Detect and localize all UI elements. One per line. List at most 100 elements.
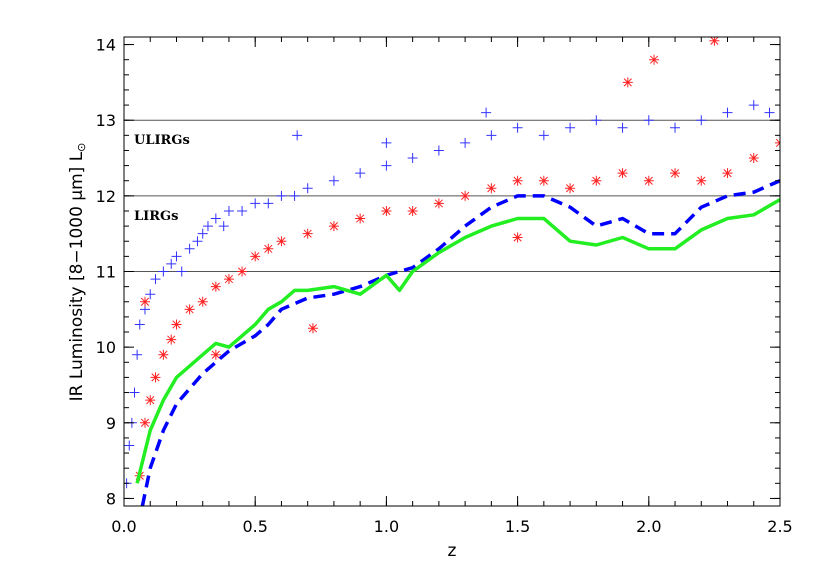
band-label: LIRGs [134,209,178,224]
asterisk-point [748,153,759,164]
x-axis-title: z [448,541,457,561]
asterisk-point [139,296,150,307]
asterisk-point [696,175,707,186]
y-tick-label: 11 [96,263,116,282]
x-tick-label: 1.5 [505,517,530,536]
plus-point [355,168,366,179]
reference-lines [124,119,780,272]
plus-point [218,221,229,232]
y-tick-label: 9 [106,414,116,433]
y-tick-label: 14 [96,36,116,55]
y-tick-label: 13 [96,111,116,130]
asterisk-point [565,183,576,194]
asterisk-point [591,175,602,186]
asterisk-point [670,168,681,179]
plus-point [197,228,208,239]
plus-point [276,190,287,201]
asterisk-point [381,205,392,216]
plus-point [184,243,195,254]
dashed-limit-line [140,179,780,506]
plus-point [132,349,143,360]
asterisk-point [210,281,221,292]
y-tick-label: 10 [96,338,116,357]
plus-point [481,107,492,118]
asterisk-point [197,296,208,307]
plus-point [696,115,707,126]
plus-point [617,122,628,133]
asterisk-point [433,198,444,209]
plus-marker-series [124,100,775,489]
plus-point [748,100,759,111]
data-series [124,37,780,506]
asterisk-point [649,54,660,65]
plus-point [250,198,261,209]
plus-point [538,130,549,141]
band-label: ULIRGs [134,133,190,148]
plus-point [176,266,187,277]
x-tick-label: 2.5 [767,517,792,536]
plus-point [145,289,156,300]
plus-point [129,387,140,398]
y-tick-label: 12 [96,187,116,206]
asterisk-point [622,77,633,88]
asterisk-point [166,334,177,345]
plus-point [210,213,221,224]
asterisk-point [184,304,195,315]
plus-point [591,115,602,126]
solid-limit-line [135,198,780,484]
asterisk-point [307,323,318,334]
asterisk-point [250,251,261,262]
y-axis-title-group: IR Luminosity [8−1000 μm] L⊙ [67,143,88,402]
plus-point [171,251,182,262]
asterisk-point [328,221,339,232]
asterisk-point [139,417,150,428]
x-tick-label: 1.0 [374,517,399,536]
y-axis-title-unit-symbol: ⊙ [75,143,88,152]
plus-point [166,258,177,269]
plus-point [460,137,471,148]
asterisk-point [210,349,221,360]
plus-point [328,175,339,186]
plus-point [381,160,392,171]
asterisk-point [460,190,471,201]
plus-point [722,107,733,118]
asterisk-point [538,175,549,186]
asterisk-point [171,319,182,330]
x-axis: 0.0 0.5 1.0 1.5 2.0 2.5 [111,37,793,536]
plus-point [237,205,248,216]
asterisk-point [486,183,497,194]
plus-point [124,440,135,451]
asterisk-point [158,349,169,360]
plus-point [407,153,418,164]
asterisk-point [302,228,313,239]
asterisk-point [145,395,156,406]
x-tick-label: 0.5 [242,517,267,536]
y-axis-title-text: IR Luminosity [8−1000 μm] L [67,151,87,401]
y-tick-label: 8 [106,489,116,508]
plus-point [565,122,576,133]
asterisk-point [276,236,287,247]
asterisk-point [512,175,523,186]
x-tick-label: 2.0 [636,517,661,536]
y-axis-title: IR Luminosity [8−1000 μm] L⊙ [67,143,88,402]
plus-point [192,236,203,247]
asterisk-point [355,213,366,224]
plus-point [643,115,654,126]
x-tick-label: 0.0 [111,517,136,536]
plus-point [223,205,234,216]
plus-point [764,107,775,118]
asterisk-point [223,274,234,285]
plus-point [512,122,523,133]
plus-point [202,221,213,232]
plus-point [381,137,392,148]
plus-point [158,266,169,277]
asterisk-point [407,205,418,216]
asterisk-point [237,266,248,277]
asterisk-point [150,372,161,383]
plus-point [433,145,444,156]
asterisk-point [263,243,274,254]
plus-point [134,319,145,330]
asterisk-point [709,37,720,46]
